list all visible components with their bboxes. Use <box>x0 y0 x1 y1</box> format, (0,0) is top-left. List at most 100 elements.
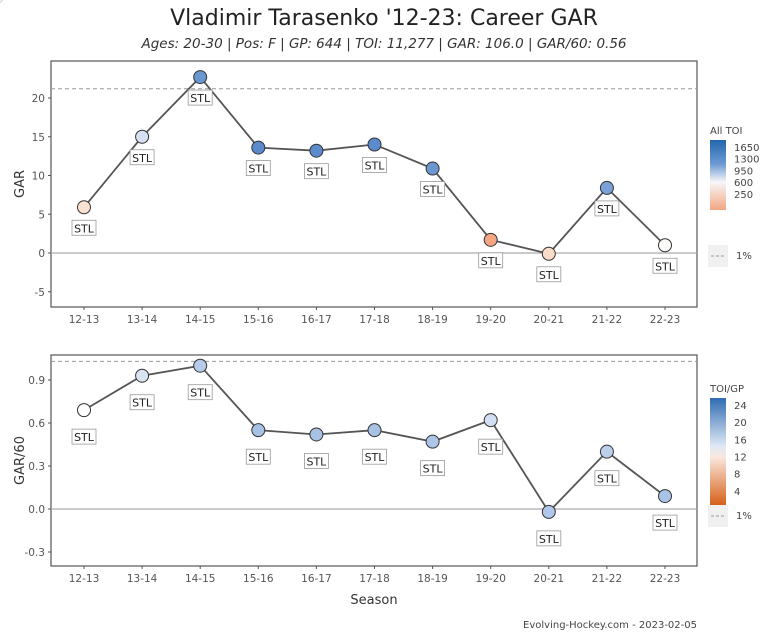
data-point <box>658 238 672 253</box>
data-point <box>483 413 498 428</box>
data-point <box>541 504 556 519</box>
y-tick-label: 0.3 <box>28 461 45 473</box>
point-label: STL <box>306 166 327 179</box>
data-point <box>193 70 208 85</box>
y-tick-label: 0.9 <box>28 375 45 387</box>
point-label-box <box>536 530 562 547</box>
legend-title: All TOI <box>710 126 743 137</box>
x-tick-label: 12-13 <box>69 314 100 326</box>
point-label-box <box>303 453 329 469</box>
x-tick-label: 13-14 <box>127 314 158 326</box>
x-tick-label: 15-16 <box>243 314 274 326</box>
credit: Evolving-Hockey.com - 2023-02-05 <box>523 620 697 631</box>
x-tick-label: 17-18 <box>359 573 390 585</box>
legend-tick: 8 <box>734 470 740 481</box>
data-point <box>425 434 440 449</box>
legend-tick: 4 <box>734 487 740 498</box>
y-tick-label: 20 <box>32 93 45 105</box>
point-label: STL <box>74 222 95 235</box>
point-label: STL <box>481 441 502 454</box>
point-label-box <box>129 149 155 166</box>
point-label-box <box>420 460 446 477</box>
data-point <box>367 137 382 152</box>
x-tick-label: 17-18 <box>359 314 390 326</box>
point-label-box <box>362 157 387 173</box>
data-point <box>251 140 266 155</box>
point-label: STL <box>365 451 386 464</box>
x-tick-label: 20-21 <box>534 573 565 585</box>
point-label-box <box>245 448 271 465</box>
x-tick-label: 21-22 <box>592 314 623 326</box>
chart-title: Vladimir Tarasenko '12-23: Career GAR <box>170 6 598 31</box>
x-tick-label: 21-22 <box>592 573 623 585</box>
data-point <box>77 403 91 418</box>
y-tick-label: 0 <box>38 248 45 260</box>
point-label: STL <box>248 163 269 176</box>
legend-title: TOI/GP <box>709 384 744 395</box>
point-label: STL <box>655 517 676 530</box>
panel-1: -5 0 5 10 15 20 12-13 13-14 14-15 15-16 16-17 17-18… <box>0 0 759 326</box>
background-point <box>0 0 3 3</box>
legend-tick: 250 <box>734 190 753 201</box>
legend-tick: 600 <box>734 178 753 189</box>
point-label: STL <box>539 269 560 282</box>
y-tick-label: 0.6 <box>28 418 45 430</box>
point-label: STL <box>597 473 618 486</box>
x-tick-label: 18-19 <box>417 573 448 585</box>
point-label: STL <box>190 387 211 400</box>
point-label-box <box>594 200 620 217</box>
y-axis-label: GAR/60 <box>13 436 28 485</box>
x-axis-label: Season <box>350 593 397 608</box>
y-tick-label: 10 <box>32 171 45 183</box>
legend-tick: 1300 <box>734 155 759 166</box>
reference-legend-label: 1% <box>736 251 752 262</box>
point-label-box <box>478 252 504 269</box>
point-label-box <box>71 219 97 236</box>
point-label-box <box>594 470 620 487</box>
panel-2: -0.3 0.0 0.3 0.6 0.9 12-13 13-14 14-15 15-16 16-1… <box>0 0 752 608</box>
legend-tick: 16 <box>734 435 747 446</box>
point-label-box <box>71 428 97 445</box>
chart-subtitle: Ages: 20-30 | Pos: F | GP: 644 | TOI: 11… <box>141 36 627 52</box>
point-label-box <box>652 514 678 531</box>
x-tick-label: 16-17 <box>301 314 332 326</box>
color-legend-bar <box>710 140 726 210</box>
legend-tick: 24 <box>734 401 747 412</box>
point-label-box <box>652 257 678 274</box>
point-label-box <box>129 394 155 411</box>
legend-tick: 20 <box>734 418 747 429</box>
point-label: STL <box>248 451 269 464</box>
data-point <box>77 200 91 215</box>
point-label-box <box>303 163 329 180</box>
x-tick-label: 14-15 <box>185 573 216 585</box>
plot-area <box>50 60 698 308</box>
point-label: STL <box>132 152 153 165</box>
point-label-box <box>362 448 387 465</box>
point-label-box <box>420 181 446 197</box>
color-legend-bar <box>710 398 726 505</box>
data-point <box>193 358 208 373</box>
data-point <box>425 161 440 176</box>
point-label: STL <box>190 92 211 105</box>
point-label-box <box>536 266 562 283</box>
data-point <box>309 143 324 158</box>
legend-tick: 1650 <box>734 143 759 154</box>
point-label: STL <box>365 160 386 173</box>
point-label: STL <box>132 397 153 410</box>
background-points <box>0 0 3 3</box>
point-label: STL <box>306 455 327 468</box>
data-point <box>541 246 556 261</box>
point-label: STL <box>423 184 444 197</box>
x-tick-label: 14-15 <box>185 314 216 326</box>
data-point <box>658 489 672 504</box>
data-point <box>135 368 150 383</box>
y-tick-label: 5 <box>38 209 45 221</box>
point-label-box <box>245 160 271 177</box>
legend-tick: 12 <box>734 453 747 464</box>
point-label: STL <box>74 431 95 444</box>
data-point <box>135 129 150 144</box>
point-label: STL <box>597 203 618 216</box>
data-point <box>367 423 382 438</box>
x-tick-label: 13-14 <box>127 573 158 585</box>
